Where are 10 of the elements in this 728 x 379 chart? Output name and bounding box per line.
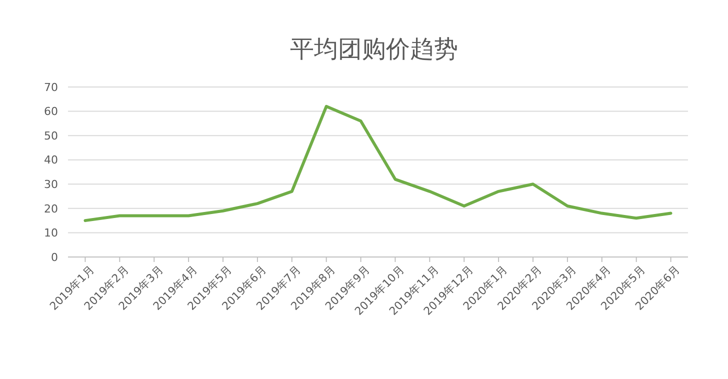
y-tick-label: 50 (44, 129, 58, 142)
y-tick-label: 20 (44, 202, 58, 216)
y-tick-label: 60 (44, 105, 58, 118)
line-series (84, 104, 672, 222)
y-tick-label: 30 (44, 178, 58, 191)
y-tick-label: 0 (51, 250, 58, 264)
chart-title: 平均团购价趋势 (290, 35, 458, 63)
y-tick-label: 10 (44, 226, 58, 240)
y-tick-label: 70 (44, 80, 58, 94)
y-tick-label: 40 (44, 154, 58, 167)
